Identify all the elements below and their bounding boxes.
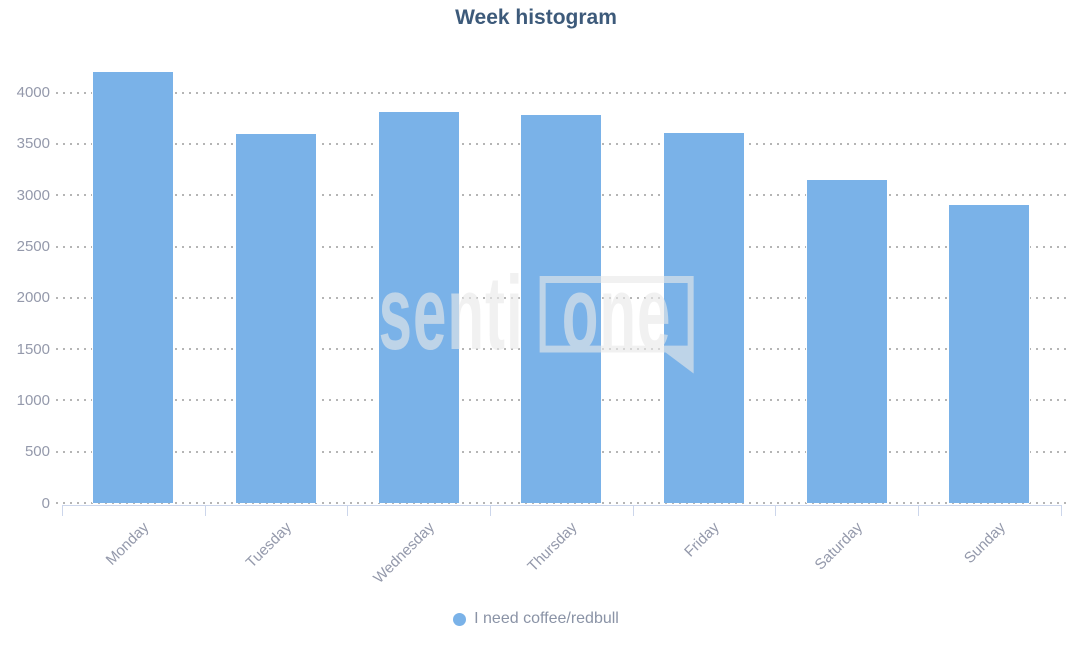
x-axis-tick-0 <box>62 505 63 516</box>
bar-wednesday[interactable] <box>377 110 460 503</box>
bar-monday[interactable] <box>92 71 175 503</box>
y-axis-label-2500: 2500 <box>16 238 50 256</box>
bar-sunday[interactable] <box>948 203 1031 503</box>
bar-friday[interactable] <box>663 131 746 503</box>
legend-marker-icon <box>453 612 467 626</box>
x-axis-label-wednesday: Wednesday <box>369 519 438 587</box>
y-axis-label-500: 500 <box>24 443 50 461</box>
x-axis-tick-1 <box>204 505 206 516</box>
x-axis-label-saturday: Saturday <box>811 519 866 574</box>
x-axis-tick-6 <box>918 505 920 516</box>
x-axis-tick-5 <box>775 505 777 516</box>
y-axis-label-2000: 2000 <box>16 289 50 307</box>
x-axis-tick-2 <box>347 505 349 516</box>
bar-saturday[interactable] <box>805 178 888 503</box>
y-axis-label-0: 0 <box>41 494 50 512</box>
y-axis-label-4000: 4000 <box>16 84 50 102</box>
y-axis-label-1500: 1500 <box>16 340 50 358</box>
x-axis-line <box>62 505 1061 506</box>
bar-thursday[interactable] <box>520 114 603 503</box>
bar-tuesday[interactable] <box>235 132 317 503</box>
x-axis-tick-3 <box>490 505 491 516</box>
y-axis-label-3000: 3000 <box>16 186 50 204</box>
y-axis-label-3500: 3500 <box>16 135 50 153</box>
x-axis-tick-7 <box>1060 505 1062 516</box>
y-axis-label-1000: 1000 <box>16 391 50 409</box>
x-axis-label-sunday: Sunday <box>960 519 1009 567</box>
chart-title: Week histogram <box>455 6 617 29</box>
legend-label: I need coffee/redbull <box>474 610 619 627</box>
y-gridline-4000 <box>56 91 1068 94</box>
y-gridline-0 <box>56 502 1068 504</box>
x-axis-label-thursday: Thursday <box>524 519 581 576</box>
x-axis-label-tuesday: Tuesday <box>242 519 296 572</box>
x-axis-label-friday: Friday <box>681 519 724 561</box>
x-axis-label-monday: Monday <box>102 519 153 569</box>
legend-item[interactable]: I need coffee/redbull <box>0 610 1072 628</box>
x-axis-tick-4 <box>632 505 634 516</box>
